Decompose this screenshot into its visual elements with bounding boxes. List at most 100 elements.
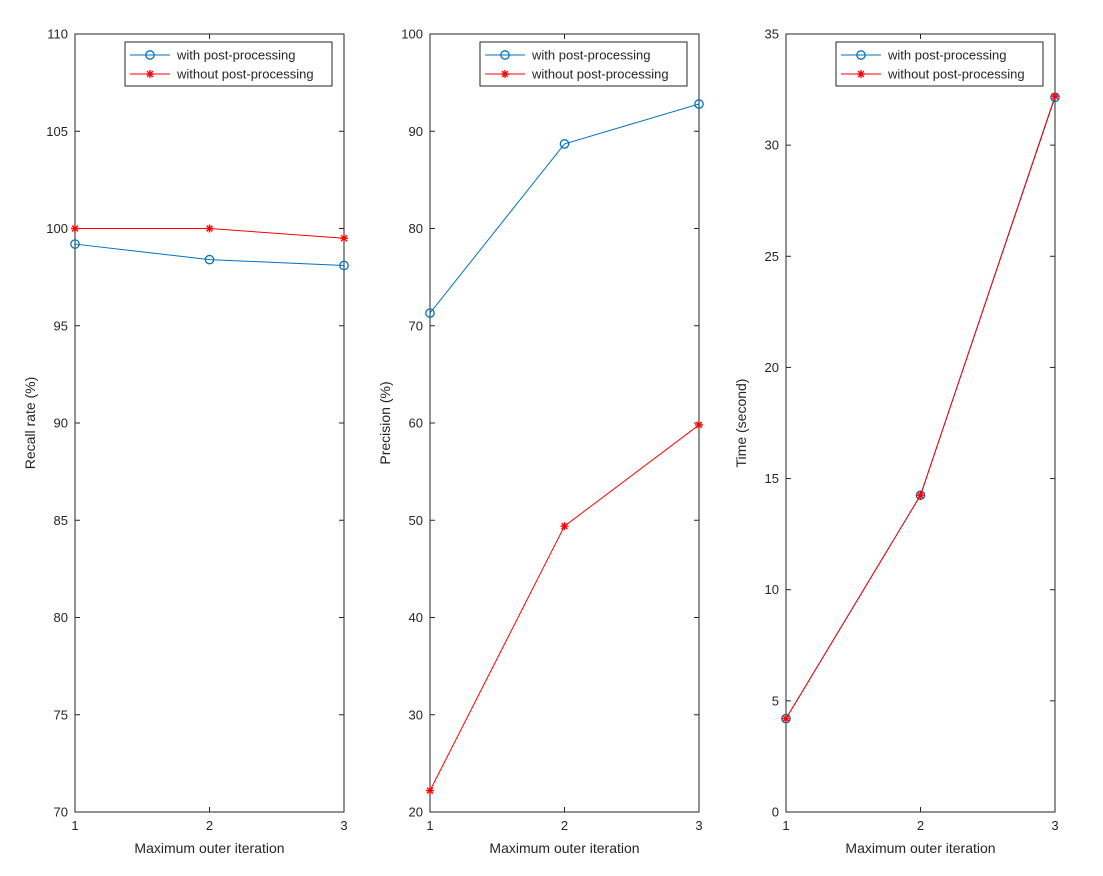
chart-panel-1: 70 75 80 85 90 95 100 105 110 1 2 3 Maximum outer it… bbox=[22, 27, 349, 856]
legend: with post-processing without post-process… bbox=[835, 41, 1044, 87]
y-tick-label: 105 bbox=[46, 124, 68, 139]
data-point-asterisk-stroke-3 bbox=[340, 234, 348, 242]
data-point-asterisk-stroke-3 bbox=[782, 715, 790, 723]
series-line bbox=[429, 103, 700, 314]
legend-entry-label: with post-processing bbox=[531, 48, 651, 63]
x-axis-label: Maximum outer iteration bbox=[489, 840, 639, 856]
legend-marker-asterisk bbox=[501, 70, 509, 78]
data-point-circle bbox=[339, 260, 349, 271]
x-tick-label: 2 bbox=[206, 818, 213, 833]
data-point-asterisk-stroke-3 bbox=[695, 421, 703, 429]
series-line bbox=[785, 97, 1056, 719]
data-point-asterisk-stroke-3 bbox=[206, 225, 213, 232]
series-with-post-processing bbox=[70, 239, 349, 271]
legend-marker-circle bbox=[500, 50, 510, 60]
data-point-circle bbox=[559, 139, 570, 149]
y-tick-label: 15 bbox=[765, 471, 779, 486]
legend-entry-label: without post-processing bbox=[531, 67, 669, 82]
y-tick-label: 110 bbox=[47, 27, 68, 42]
plot-frame bbox=[74, 33, 345, 813]
legend-marker-asterisk bbox=[857, 70, 865, 78]
legend: with post-processing without post-process… bbox=[479, 41, 688, 87]
data-point-asterisk-stroke-3 bbox=[426, 787, 434, 794]
y-tick-label: 80 bbox=[54, 610, 68, 625]
data-point-asterisk bbox=[71, 224, 79, 233]
y-tick-label: 20 bbox=[765, 360, 779, 375]
x-tick-label: 1 bbox=[426, 818, 433, 833]
data-point-asterisk bbox=[205, 224, 214, 233]
y-tick-label: 95 bbox=[54, 318, 68, 333]
legend-box bbox=[479, 41, 688, 87]
y-tick-label: 30 bbox=[765, 138, 779, 153]
data-point-asterisk bbox=[916, 491, 925, 500]
data-point-asterisk bbox=[426, 786, 434, 795]
y-tick-label: 90 bbox=[409, 124, 423, 139]
y-tick-label: 40 bbox=[409, 610, 423, 625]
series-with-post-processing bbox=[781, 92, 1060, 724]
y-tick-label: 90 bbox=[54, 416, 68, 431]
legend-entry-label: without post-processing bbox=[887, 67, 1025, 82]
series-line bbox=[429, 424, 700, 791]
legend-marker-asterisk bbox=[146, 70, 154, 78]
series-with-post-processing bbox=[425, 99, 704, 318]
legend-box bbox=[124, 41, 333, 87]
y-axis-label: Precision (%) bbox=[377, 381, 393, 464]
y-tick-label: 100 bbox=[401, 27, 423, 42]
y-tick-label: 50 bbox=[409, 513, 423, 528]
data-point-asterisk-stroke-3 bbox=[71, 225, 79, 232]
data-point-circle bbox=[694, 99, 704, 109]
y-tick-label: 35 bbox=[765, 27, 779, 42]
x-axis-label: Maximum outer iteration bbox=[134, 840, 284, 856]
y-tick-label: 20 bbox=[409, 805, 423, 820]
x-tick-label: 2 bbox=[561, 818, 568, 833]
series-without-post-processing bbox=[71, 224, 348, 243]
y-axis-label: Time (second) bbox=[733, 379, 749, 468]
data-point-asterisk bbox=[1051, 92, 1059, 101]
y-tick-label: 100 bbox=[46, 221, 68, 236]
y-tick-label: 10 bbox=[765, 582, 779, 597]
series-line bbox=[785, 96, 1056, 719]
data-point-circle bbox=[915, 490, 926, 501]
data-point-circle bbox=[70, 239, 80, 249]
legend-entry-label: with post-processing bbox=[176, 48, 296, 63]
y-tick-label: 80 bbox=[409, 221, 423, 236]
x-tick-label: 1 bbox=[71, 818, 78, 833]
y-tick-label: 0 bbox=[772, 805, 779, 820]
legend-box bbox=[835, 41, 1044, 87]
y-tick-label: 30 bbox=[409, 707, 423, 722]
y-tick-label: 25 bbox=[765, 249, 779, 264]
data-point-asterisk bbox=[560, 522, 569, 531]
y-tick-label: 70 bbox=[409, 318, 423, 333]
y-tick-label: 60 bbox=[409, 416, 423, 431]
x-tick-label: 3 bbox=[695, 818, 702, 833]
series-without-post-processing bbox=[782, 92, 1059, 723]
data-point-asterisk-stroke-3 bbox=[561, 522, 568, 530]
plot-frame bbox=[785, 33, 1056, 813]
y-axis-label: Recall rate (%) bbox=[22, 377, 38, 470]
chart-panel-2: 20 30 40 50 60 70 80 90 100 1 2 3 Maximum outer iter… bbox=[377, 27, 704, 856]
x-tick-label: 2 bbox=[917, 818, 924, 833]
legend-entry-label: with post-processing bbox=[887, 48, 1007, 63]
y-tick-label: 75 bbox=[54, 707, 68, 722]
x-tick-label: 3 bbox=[340, 818, 347, 833]
legend-marker-circle bbox=[856, 50, 866, 60]
legend-marker-asterisk-stroke-3 bbox=[857, 70, 865, 78]
data-point-circle bbox=[204, 254, 215, 265]
y-tick-label: 70 bbox=[54, 805, 68, 820]
x-tick-label: 3 bbox=[1051, 818, 1058, 833]
data-point-asterisk bbox=[695, 420, 703, 429]
series-line bbox=[74, 243, 345, 266]
y-tick-label: 85 bbox=[54, 513, 68, 528]
y-tick-label: 5 bbox=[772, 693, 779, 708]
data-point-asterisk bbox=[340, 234, 348, 243]
legend-marker-circle bbox=[145, 50, 155, 60]
data-point-asterisk-stroke-3 bbox=[917, 491, 924, 499]
chart-panel-3: 0 5 10 15 20 25 30 35 1 2 3 Maximum outer iteration… bbox=[733, 27, 1060, 856]
legend: with post-processing without post-process… bbox=[124, 41, 333, 87]
data-point-circle bbox=[781, 713, 791, 724]
x-axis-label: Maximum outer iteration bbox=[845, 840, 995, 856]
series-without-post-processing bbox=[426, 420, 703, 795]
data-point-asterisk-stroke-3 bbox=[1051, 92, 1059, 100]
plot-frame bbox=[429, 33, 700, 813]
